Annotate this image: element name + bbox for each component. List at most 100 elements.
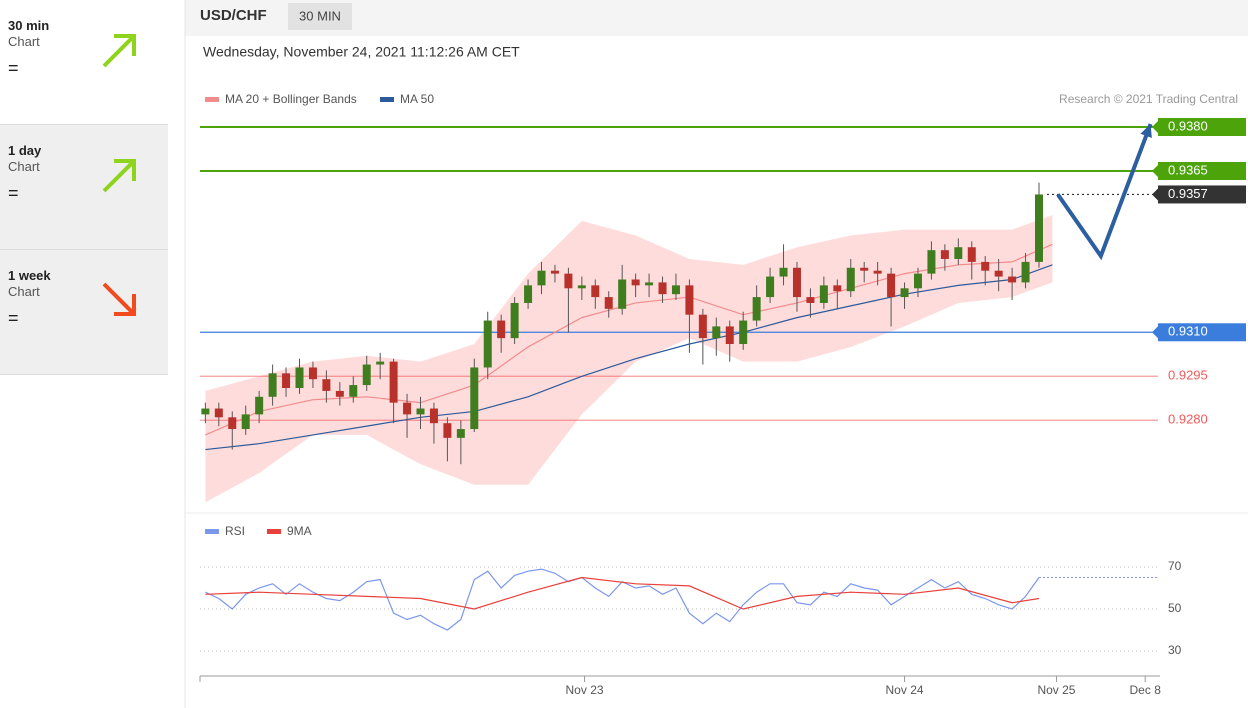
- candle-body: [994, 270, 1003, 277]
- level-label: 0.9295: [1168, 368, 1208, 383]
- level-label: 0.9380: [1168, 118, 1208, 133]
- candle-body: [927, 250, 936, 274]
- candle-body: [577, 285, 586, 289]
- level-box: [1158, 323, 1246, 342]
- sidebar-item[interactable]: 1 week Chart =: [0, 250, 168, 375]
- period: 30 min: [8, 18, 50, 33]
- sidebar-item[interactable]: 1 day Chart =: [0, 125, 168, 250]
- level-box: [1158, 161, 1246, 180]
- rsi-line: [205, 568, 1040, 631]
- candle-body: [833, 285, 842, 292]
- label: Chart: [8, 284, 40, 299]
- sidebar-item[interactable]: 30 min Chart =: [0, 0, 168, 125]
- arrow-up: [102, 34, 136, 68]
- legend-label: MA 50: [400, 92, 434, 106]
- candle-body: [658, 282, 667, 295]
- forecast-arrow: [1056, 123, 1153, 261]
- candle-body: [389, 361, 398, 403]
- candle-body: [349, 385, 358, 397]
- level-label: 0.9280: [1168, 412, 1208, 427]
- candle-body: [255, 396, 264, 415]
- candle-body: [618, 279, 627, 309]
- level-pointer: [1152, 326, 1158, 339]
- candle-body: [712, 326, 721, 339]
- interval-box[interactable]: [288, 3, 352, 30]
- period: 1 day: [8, 143, 42, 158]
- x-tick-label: Dec 8: [1130, 683, 1162, 697]
- y-tick-label: 30: [1168, 643, 1182, 657]
- level-pointer: [1152, 121, 1158, 134]
- candle-body: [604, 297, 613, 309]
- candle-body: [766, 276, 775, 298]
- level-label: 0.9310: [1168, 324, 1208, 339]
- candle-body: [537, 270, 546, 286]
- candle-body: [752, 297, 761, 321]
- candle-body: [483, 320, 492, 368]
- candle-body: [376, 361, 385, 365]
- legend-label: 9MA: [287, 524, 312, 538]
- candle-body: [819, 285, 828, 303]
- legend-swatch: [267, 529, 281, 534]
- candle-body: [900, 288, 909, 298]
- candle-body: [443, 423, 452, 438]
- candle-body: [214, 408, 223, 418]
- candle-body: [591, 285, 600, 298]
- candle-body: [524, 285, 533, 303]
- sidebar: 30 min Chart = 1 day Chart = 1 week Char…: [0, 0, 168, 375]
- candle-body: [564, 273, 573, 289]
- legend-swatch: [380, 97, 394, 102]
- candle-body: [967, 247, 976, 262]
- candle-body: [429, 408, 438, 424]
- bollinger-band: [205, 214, 1053, 503]
- candle-body: [497, 320, 506, 339]
- candle-body: [282, 373, 291, 388]
- candle-body: [725, 326, 734, 345]
- candle-body: [550, 270, 559, 274]
- level-label: 0.9365: [1168, 162, 1208, 177]
- candle-body: [241, 414, 250, 430]
- forecast-head: [1140, 124, 1152, 139]
- status: =: [8, 308, 19, 328]
- label: Chart: [8, 34, 40, 49]
- ma-line: [205, 264, 1053, 451]
- candle-body: [645, 282, 654, 286]
- candle-body: [779, 267, 788, 277]
- candle-body: [981, 261, 990, 271]
- candle-body: [739, 320, 748, 345]
- candle-body: [806, 297, 815, 303]
- interval: 30 MIN: [299, 8, 341, 23]
- arrow-down: [102, 282, 136, 316]
- candle-body: [308, 367, 317, 380]
- y-tick-label: 70: [1168, 559, 1182, 573]
- level-box: [1158, 118, 1246, 137]
- credit: Research © 2021 Trading Central: [1059, 92, 1238, 106]
- candle-body: [631, 279, 640, 286]
- label: Chart: [8, 159, 40, 174]
- ma-line: [205, 243, 1053, 436]
- candle-body: [201, 408, 210, 415]
- candle-body: [335, 390, 344, 397]
- candle-body: [792, 267, 801, 298]
- y-tick-label: 50: [1168, 601, 1182, 615]
- candle-body: [846, 267, 855, 292]
- candle-body: [322, 379, 331, 391]
- candle-body: [295, 367, 304, 388]
- x-tick-label: Nov 25: [1037, 683, 1075, 697]
- candle-body: [685, 285, 694, 315]
- candle-body: [362, 364, 371, 386]
- symbol: USD/CHF: [200, 7, 267, 24]
- rsi-line: [205, 576, 1040, 610]
- level-pointer: [1152, 164, 1158, 177]
- candle-body: [228, 417, 237, 430]
- x-tick-label: Nov 24: [886, 683, 924, 697]
- level-label: 0.9357: [1168, 186, 1208, 201]
- candle-body: [860, 267, 869, 271]
- legend-label: RSI: [225, 524, 245, 538]
- status: =: [8, 58, 19, 78]
- candle-body: [954, 247, 963, 259]
- candle-body: [887, 273, 896, 298]
- period: 1 week: [8, 268, 51, 283]
- status: =: [8, 183, 19, 203]
